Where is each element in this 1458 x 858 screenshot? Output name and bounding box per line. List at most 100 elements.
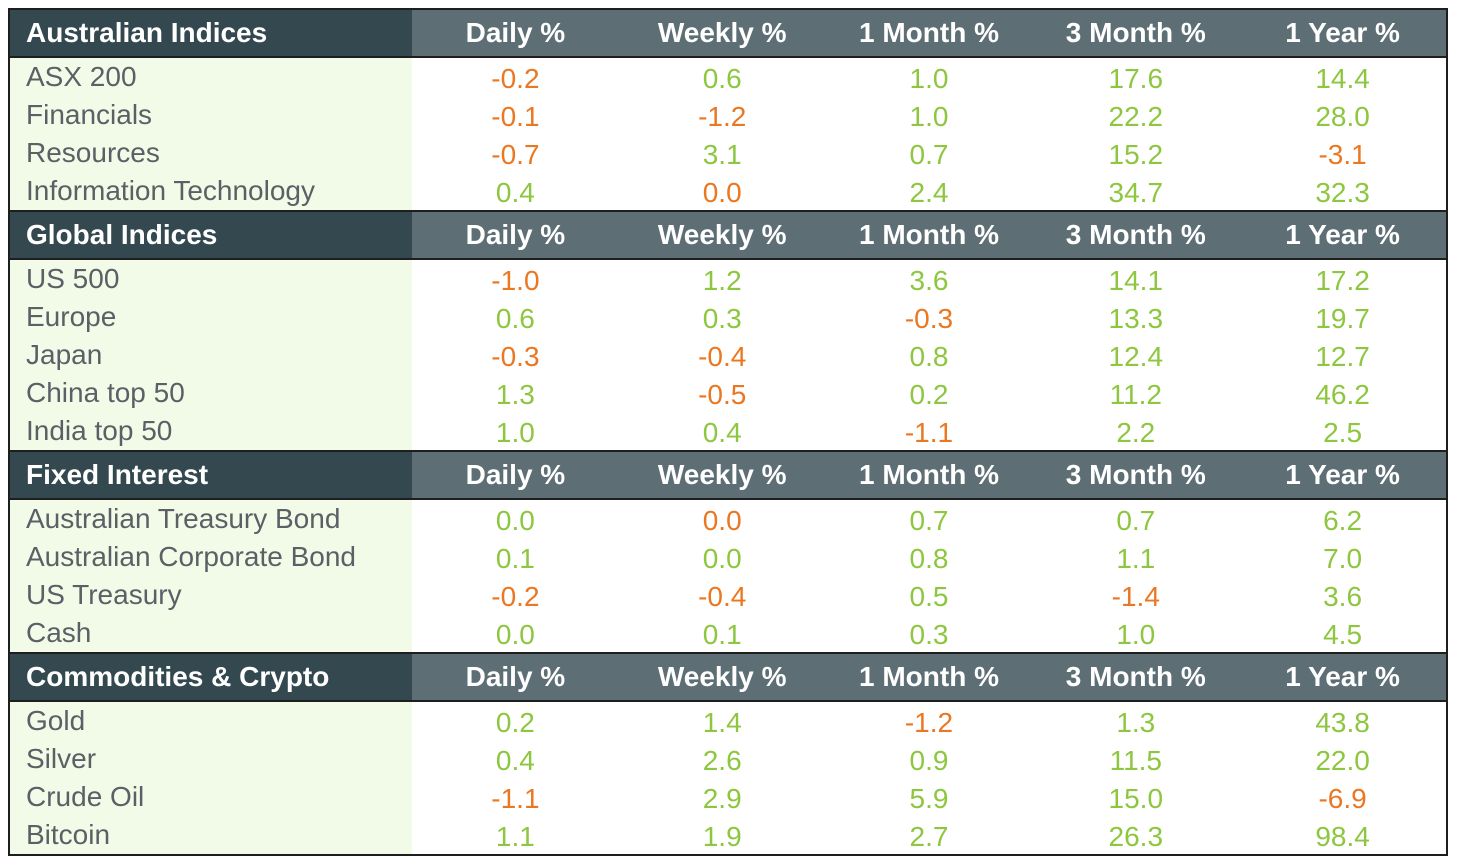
value-cell: 0.1 <box>495 543 535 574</box>
value-cell: 3.1 <box>702 139 742 170</box>
value-cell: 1.0 <box>1116 619 1156 650</box>
value-cell: 0.7 <box>909 139 949 170</box>
column-header: 1 Year % <box>1285 219 1400 250</box>
value-cell: 0.2 <box>909 379 949 410</box>
value-cell: 0.3 <box>909 619 949 650</box>
value-cell: -1.1 <box>491 783 540 814</box>
table-section: Global Indices Daily % Weekly % 1 Month % 3 … <box>8 210 1448 450</box>
row-label: India top 50 <box>10 412 412 450</box>
table-row: Gold 0.2 1.4 -1.2 1.3 43.8 <box>10 702 1446 740</box>
table-section: Commodities & Crypto Daily % Weekly % 1 Mon… <box>8 652 1448 856</box>
column-header: 1 Year % <box>1285 17 1400 48</box>
value-cell: 4.5 <box>1323 619 1363 650</box>
value-cell: 22.2 <box>1108 101 1164 132</box>
column-header: 1 Month % <box>858 219 999 250</box>
value-cell: -0.2 <box>491 581 540 612</box>
value-cell: 0.0 <box>702 543 742 574</box>
row-label: China top 50 <box>10 374 412 412</box>
section-header: Global Indices Daily % Weekly % 1 Month % 3 … <box>10 212 1446 260</box>
table-row: China top 50 1.3 -0.5 0.2 11.2 46.2 <box>10 374 1446 412</box>
value-cell: 2.2 <box>1116 417 1156 448</box>
value-cell: 0.3 <box>702 303 742 334</box>
value-cell: -6.9 <box>1318 783 1367 814</box>
value-cell: -0.4 <box>698 581 747 612</box>
value-cell: 1.0 <box>909 63 949 94</box>
value-cell: 1.2 <box>702 265 742 296</box>
value-cell: 0.0 <box>702 505 742 536</box>
column-header: 1 Year % <box>1285 459 1400 490</box>
value-cell: 0.0 <box>702 177 742 208</box>
value-cell: -1.2 <box>698 101 747 132</box>
value-cell: 0.4 <box>702 417 742 448</box>
value-cell: 7.0 <box>1323 543 1363 574</box>
value-cell: 0.6 <box>702 63 742 94</box>
value-cell: -0.1 <box>491 101 540 132</box>
value-cell: 0.9 <box>909 745 949 776</box>
value-cell: 13.3 <box>1108 303 1164 334</box>
value-cell: 6.2 <box>1323 505 1363 536</box>
value-cell: 12.7 <box>1315 341 1370 372</box>
row-label: Resources <box>10 134 412 172</box>
column-header: Weekly % <box>657 17 787 48</box>
column-header: 3 Month % <box>1065 219 1206 250</box>
value-cell: -0.7 <box>491 139 540 170</box>
column-header: Weekly % <box>657 459 787 490</box>
column-header: 3 Month % <box>1065 459 1206 490</box>
section-header: Commodities & Crypto Daily % Weekly % 1 Mon… <box>10 654 1446 702</box>
value-cell: 0.8 <box>909 543 949 574</box>
value-cell: 1.0 <box>909 101 949 132</box>
value-cell: 11.2 <box>1109 379 1162 410</box>
section-header: Australian Indices Daily % Weekly % 1 Month… <box>10 10 1446 58</box>
table-row: Resources -0.7 3.1 0.7 15.2 -3.1 <box>10 134 1446 172</box>
row-label: Gold <box>10 702 412 740</box>
column-header: 1 Month % <box>858 661 999 692</box>
value-cell: 1.3 <box>495 379 535 410</box>
row-label: US 500 <box>10 260 412 298</box>
value-cell: 2.5 <box>1323 417 1363 448</box>
column-header: Daily % <box>465 219 566 250</box>
value-cell: 46.2 <box>1315 379 1370 410</box>
value-cell: 2.6 <box>702 745 742 776</box>
column-header: Daily % <box>465 459 566 490</box>
table-row: Australian Corporate Bond 0.1 0.0 0.8 1.1 7.0 <box>10 538 1446 576</box>
table-row: Financials -0.1 -1.2 1.0 22.2 28.0 <box>10 96 1446 134</box>
value-cell: 14.4 <box>1315 63 1370 94</box>
value-cell: 2.9 <box>702 783 742 814</box>
value-cell: 2.4 <box>909 177 949 208</box>
value-cell: 11.5 <box>1109 745 1162 776</box>
value-cell: 2.7 <box>909 821 949 852</box>
value-cell: 1.3 <box>1116 707 1156 738</box>
value-cell: 1.1 <box>495 821 535 852</box>
section-title: Australian Indices <box>10 10 412 56</box>
value-cell: 0.4 <box>495 745 535 776</box>
value-cell: 3.6 <box>909 265 949 296</box>
row-label: US Treasury <box>10 576 412 614</box>
value-cell: 0.7 <box>909 505 949 536</box>
value-cell: 43.8 <box>1315 707 1370 738</box>
table-row: ASX 200 -0.2 0.6 1.0 17.6 14.4 <box>10 58 1446 96</box>
row-label: Bitcoin <box>10 816 412 854</box>
column-header: 1 Month % <box>858 17 999 48</box>
row-label: Silver <box>10 740 412 778</box>
value-cell: 22.0 <box>1315 745 1370 776</box>
value-cell: 0.4 <box>495 177 535 208</box>
value-cell: 98.4 <box>1315 821 1370 852</box>
column-header: 3 Month % <box>1065 17 1206 48</box>
value-cell: -3.1 <box>1318 139 1367 170</box>
value-cell: -0.2 <box>491 63 540 94</box>
value-cell: 14.1 <box>1108 265 1164 296</box>
table-row: Europe 0.6 0.3 -0.3 13.3 19.7 <box>10 298 1446 336</box>
table-row: Silver 0.4 2.6 0.9 11.5 22.0 <box>10 740 1446 778</box>
value-cell: 0.8 <box>909 341 949 372</box>
value-cell: -0.4 <box>698 341 747 372</box>
value-cell: 15.2 <box>1108 139 1164 170</box>
value-cell: 1.0 <box>495 417 535 448</box>
value-cell: 32.3 <box>1315 177 1370 208</box>
value-cell: 3.6 <box>1323 581 1363 612</box>
value-cell: 1.9 <box>702 821 742 852</box>
row-label: Australian Treasury Bond <box>10 500 412 538</box>
value-cell: 5.9 <box>909 783 949 814</box>
value-cell: 1.4 <box>702 707 742 738</box>
value-cell: 28.0 <box>1315 101 1370 132</box>
value-cell: 0.0 <box>495 619 535 650</box>
